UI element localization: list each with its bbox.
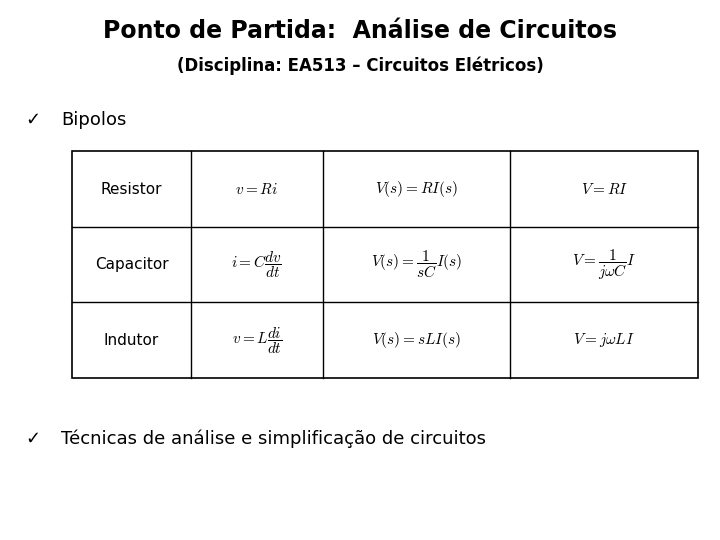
- Text: $v = L\dfrac{di}{dt}$: $v = L\dfrac{di}{dt}$: [232, 325, 282, 355]
- Text: $V(s) = sLI(s)$: $V(s) = sLI(s)$: [372, 330, 461, 350]
- Text: $i = C\dfrac{dv}{dt}$: $i = C\dfrac{dv}{dt}$: [231, 249, 282, 280]
- Text: $V = \dfrac{1}{j\omega C}I$: $V = \dfrac{1}{j\omega C}I$: [572, 247, 636, 282]
- Text: Capacitor: Capacitor: [95, 257, 168, 272]
- Text: $V(s) = \dfrac{1}{sC}I(s)$: $V(s) = \dfrac{1}{sC}I(s)$: [371, 249, 462, 280]
- Text: Técnicas de análise e simplificação de circuitos: Técnicas de análise e simplificação de c…: [61, 429, 486, 448]
- Text: Indutor: Indutor: [104, 333, 159, 348]
- Text: $V = j\omega LI$: $V = j\omega LI$: [573, 331, 636, 349]
- Text: Bipolos: Bipolos: [61, 111, 127, 129]
- Text: $V(s) = RI(s)$: $V(s) = RI(s)$: [375, 179, 458, 199]
- Text: Resistor: Resistor: [101, 181, 162, 197]
- Text: $v = Ri$: $v = Ri$: [235, 181, 278, 197]
- Text: $V = RI$: $V = RI$: [581, 181, 628, 197]
- Text: ✓: ✓: [25, 429, 40, 447]
- Text: (Disciplina: EA513 – Circuitos Elétricos): (Disciplina: EA513 – Circuitos Elétricos…: [176, 57, 544, 75]
- Text: Ponto de Partida:  Análise de Circuitos: Ponto de Partida: Análise de Circuitos: [103, 19, 617, 43]
- Text: ✓: ✓: [25, 111, 40, 129]
- Bar: [72, 151, 698, 378]
